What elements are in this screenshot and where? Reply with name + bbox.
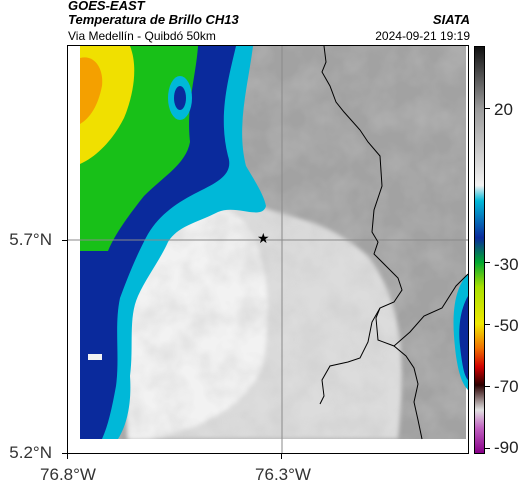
lon-tick bbox=[281, 454, 282, 459]
department-border-branch bbox=[319, 307, 381, 405]
location-marker[interactable]: ★ bbox=[257, 230, 271, 246]
lon-label-76.8: 76.8°W bbox=[40, 465, 96, 484]
satellite-name: GOES-EAST bbox=[68, 0, 145, 13]
department-border bbox=[321, 46, 423, 440]
region-subtitle: Via Medellín - Quibdó 50km bbox=[68, 29, 216, 43]
clear-patch bbox=[88, 354, 102, 360]
no-data-strip bbox=[68, 439, 468, 453]
product-title: Temperatura de Brillo CH13 bbox=[68, 12, 239, 27]
colorbar-label-20: 20 bbox=[494, 100, 513, 119]
colorbar-tick bbox=[485, 324, 490, 326]
lat-tick bbox=[62, 240, 67, 241]
colorbar-tick bbox=[485, 262, 490, 264]
colorbar-label-minus30: -30 bbox=[494, 255, 519, 274]
lon-label-76.3: 76.3°W bbox=[255, 465, 311, 484]
colorbar-tick bbox=[485, 447, 490, 449]
east-blue-contour bbox=[459, 296, 468, 380]
brand-label: SIATA bbox=[432, 12, 470, 27]
colorbar-tick bbox=[485, 107, 490, 109]
lat-tick bbox=[62, 453, 67, 454]
department-border-east bbox=[393, 273, 468, 347]
timestamp-label: 2024-09-21 19:19 bbox=[375, 29, 470, 43]
colorbar-label-minus90: -90 bbox=[494, 438, 519, 457]
lat-label-5.7: 5.7°N bbox=[9, 230, 52, 249]
blue-cell bbox=[174, 86, 186, 110]
satellite-map[interactable]: ★ bbox=[67, 45, 469, 454]
colorbar-label-minus70: -70 bbox=[494, 377, 519, 396]
lon-tick bbox=[67, 454, 68, 459]
colorbar-tick bbox=[485, 386, 490, 387]
orange-contour bbox=[80, 57, 103, 125]
no-data-strip-left bbox=[68, 46, 80, 453]
lat-label-5.2: 5.2°N bbox=[9, 443, 52, 462]
colorbar bbox=[474, 46, 485, 454]
colorbar-label-minus50: -50 bbox=[494, 316, 519, 335]
brightness-temperature-field bbox=[68, 46, 468, 453]
star-icon: ★ bbox=[257, 230, 270, 246]
